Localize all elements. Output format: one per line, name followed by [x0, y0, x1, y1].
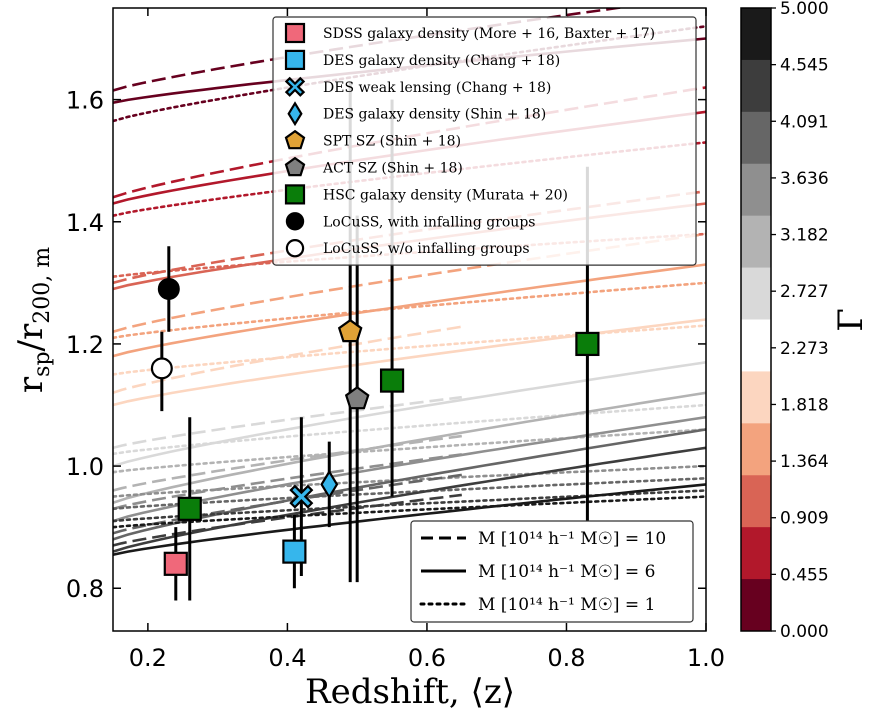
colorbar-band — [741, 579, 771, 632]
model-curve — [113, 483, 706, 556]
legend2-box — [410, 520, 694, 623]
data-point — [320, 469, 339, 500]
model-curve — [113, 403, 706, 456]
legend-models: M [10¹⁴ h⁻¹ M☉] = 10 M [10¹⁴ h⁻¹ M☉] = 6 M… — [410, 520, 694, 623]
x-tick-label: 1.0 — [687, 644, 725, 672]
data-point — [337, 318, 363, 343]
legend2-label: M [10¹⁴ h⁻¹ M☉] = 10 — [478, 529, 666, 549]
model-curve — [113, 495, 706, 529]
legend-label: SDSS galaxy density (More + 16, Baxter +… — [323, 26, 655, 42]
data-point — [282, 539, 307, 564]
colorbar-band — [741, 215, 771, 269]
colorbar-tick-label: 1.818 — [780, 395, 829, 415]
model-curve — [113, 391, 706, 504]
colorbar-tick-label: 0.000 — [780, 622, 829, 642]
model-curve — [113, 281, 706, 340]
legend-marker — [287, 101, 303, 127]
colorbar-tick-label: 0.909 — [780, 509, 829, 529]
x-tick-label: 0.2 — [129, 644, 167, 672]
data-point — [177, 496, 202, 521]
legend-marker — [284, 129, 306, 150]
legend-label: SPT SZ (Shin + 18) — [323, 134, 461, 150]
data-markers — [150, 277, 600, 576]
y-tick-label: 1.2 — [66, 331, 104, 359]
x-axis-ticks: 0.2 0.4 0.6 0.8 1.0 — [129, 8, 725, 672]
colorbar-band — [741, 527, 771, 580]
y-axis-title: rsp/r200, m — [11, 247, 55, 393]
colorbar-tick-label: 2.727 — [780, 282, 829, 302]
y-tick-label: 1.0 — [66, 453, 104, 481]
data-point — [575, 331, 600, 357]
legend-label: LoCuSS, w/o infalling groups — [323, 241, 530, 257]
colorbar-frame — [740, 7, 772, 632]
legend-marker — [285, 212, 305, 231]
model-curve — [113, 318, 706, 407]
colorbar-tick-label: 1.364 — [780, 452, 829, 472]
legend-marker — [284, 156, 306, 177]
x-tick-label: 0.4 — [268, 644, 306, 672]
legend-marker — [285, 238, 305, 258]
plot-frame — [112, 7, 707, 632]
model-curve — [113, 324, 706, 376]
legend2-label: M [10¹⁴ h⁻¹ M☉] = 6 — [478, 562, 655, 582]
legend-marker — [284, 49, 306, 71]
legend-label: DES weak lensing (Chang + 18) — [323, 80, 551, 96]
y-tick-label: 1.4 — [66, 209, 104, 237]
y-axis-ticks: 0.8 1.0 1.2 1.4 1.6 — [66, 87, 706, 603]
legend-marker — [284, 22, 306, 44]
colorbar-band — [741, 8, 771, 61]
colorbar-tick-label: 4.091 — [780, 112, 829, 132]
legend-box — [272, 16, 697, 266]
model-curve — [113, 415, 706, 523]
legend-marker — [284, 76, 306, 97]
legend-label: ACT SZ (Shin + 18) — [322, 161, 463, 177]
colorbar: 5.000 4.545 4.091 3.636 3.182 2.727 2.273 1.818… — [740, 0, 829, 642]
colorbar-tick-label: 4.545 — [780, 56, 829, 76]
data-point — [379, 368, 405, 393]
colorbar-tick-label: 0.455 — [780, 565, 829, 585]
colorbar-tick-label: 5.000 — [780, 0, 829, 19]
colorbar-band — [741, 371, 771, 424]
colorbar-label: Γ — [831, 308, 869, 332]
colorbar-band — [741, 267, 771, 320]
colorbar-band — [741, 423, 771, 476]
y-tick-label: 1.6 — [66, 87, 104, 115]
legend-label: DES galaxy density (Chang + 18) — [323, 53, 560, 69]
legend-label: HSC galaxy density (Murata + 20) — [323, 187, 568, 203]
x-tick-label: 0.6 — [408, 644, 446, 672]
model-curve — [113, 428, 706, 474]
legend-marker — [284, 184, 306, 205]
model-curve — [113, 489, 706, 523]
colorbar-band — [741, 59, 771, 113]
data-point — [344, 386, 370, 410]
legend2-label: M [10¹⁴ h⁻¹ M☉] = 1 — [478, 595, 655, 615]
colorbar-tick-label: 2.273 — [780, 339, 829, 359]
x-tick-label: 0.8 — [547, 644, 585, 672]
legend-label: DES galaxy density (Shin + 18) — [323, 107, 546, 123]
legend-measurements: SDSS galaxy density (More + 16, Baxter +… — [272, 16, 697, 266]
data-point — [289, 484, 314, 509]
colorbar-tick-label: 3.182 — [780, 226, 829, 246]
data-point — [163, 551, 188, 576]
colorbar-band — [741, 319, 771, 372]
data-point — [157, 277, 180, 300]
model-curve — [113, 477, 706, 511]
y-tick-label: 0.8 — [66, 575, 104, 603]
colorbar-band — [741, 111, 771, 165]
x-axis-title: Redshift, ⟨z⟩ — [305, 672, 515, 712]
data-point — [150, 357, 173, 380]
colorbar-tick-label: 3.636 — [780, 169, 829, 189]
model-curve — [113, 263, 706, 358]
legend-label: LoCuSS, with infalling groups — [323, 214, 535, 230]
colorbar-band — [741, 475, 771, 528]
model-curve — [113, 446, 706, 553]
colorbar-band — [741, 163, 771, 217]
